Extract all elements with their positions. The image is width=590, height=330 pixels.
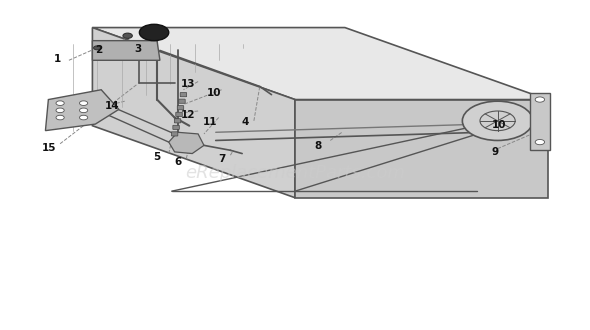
Text: 9: 9: [491, 147, 498, 157]
Text: 15: 15: [42, 143, 57, 153]
Text: 3: 3: [134, 44, 141, 54]
Text: 12: 12: [181, 110, 195, 120]
Polygon shape: [169, 132, 204, 153]
Text: 1: 1: [54, 54, 61, 64]
Text: 4: 4: [241, 117, 249, 127]
Polygon shape: [530, 93, 550, 150]
Circle shape: [56, 115, 64, 120]
Circle shape: [535, 140, 545, 145]
Circle shape: [56, 108, 64, 113]
Circle shape: [123, 33, 132, 38]
Text: 10: 10: [206, 88, 221, 98]
Text: 2: 2: [94, 46, 102, 55]
FancyBboxPatch shape: [173, 125, 179, 129]
Circle shape: [56, 101, 64, 106]
Circle shape: [139, 24, 169, 41]
Circle shape: [94, 46, 101, 50]
Text: 11: 11: [202, 117, 217, 127]
Polygon shape: [93, 41, 160, 60]
Text: 8: 8: [315, 141, 322, 151]
Polygon shape: [295, 100, 548, 198]
Text: 6: 6: [174, 157, 181, 167]
Polygon shape: [93, 28, 548, 100]
Text: 10: 10: [492, 120, 507, 130]
FancyBboxPatch shape: [174, 119, 181, 123]
Circle shape: [535, 97, 545, 102]
Circle shape: [463, 101, 533, 141]
Circle shape: [80, 101, 88, 106]
Circle shape: [80, 115, 88, 120]
Text: 14: 14: [104, 101, 119, 111]
FancyBboxPatch shape: [176, 112, 182, 116]
FancyBboxPatch shape: [179, 99, 185, 103]
Text: 5: 5: [153, 152, 160, 162]
FancyBboxPatch shape: [171, 132, 178, 136]
Text: eReplacementParts.com: eReplacementParts.com: [185, 164, 405, 182]
Circle shape: [80, 108, 88, 113]
Text: 13: 13: [181, 79, 195, 89]
Polygon shape: [45, 90, 119, 131]
FancyBboxPatch shape: [180, 92, 186, 97]
Polygon shape: [93, 28, 295, 198]
FancyBboxPatch shape: [177, 106, 183, 110]
Text: 7: 7: [218, 154, 225, 164]
